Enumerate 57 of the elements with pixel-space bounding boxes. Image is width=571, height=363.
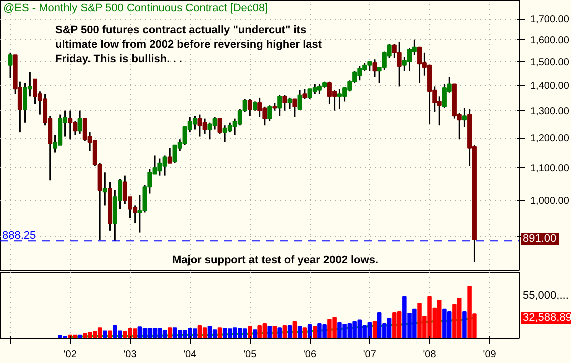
chart-title: @ES - Monthly S&P 500 Continuous Contract [Dec08]	[4, 2, 268, 14]
ref-line-label: 888.25	[2, 230, 36, 242]
annotation: Major support at test of year 2002 lows.	[172, 254, 379, 266]
bar	[168, 328, 172, 338]
y-tick-label: 1,400.00	[530, 80, 570, 92]
y-tick-label: 1,000.00	[530, 196, 570, 208]
bar	[372, 321, 378, 338]
candlestick	[253, 100, 258, 112]
bar	[108, 330, 112, 338]
candlestick	[298, 90, 302, 110]
y-tick-label: 1,300.00	[530, 106, 570, 118]
text: 891.00	[521, 232, 559, 244]
candlestick	[292, 98, 298, 118]
candlestick	[168, 148, 172, 164]
candlestick	[372, 58, 378, 78]
x-tick-label: '08	[423, 350, 437, 360]
bar	[292, 321, 298, 338]
y-tick-label: 1,200.00	[530, 134, 570, 145]
x-tick-label: '09	[483, 350, 497, 360]
y-tick-label: 1,700.00	[530, 14, 570, 26]
bar	[253, 330, 258, 338]
x-tick-label: '04	[184, 350, 198, 360]
text: 32,588,89	[521, 312, 571, 324]
annotation: S&P 500 futures contract actually "undercut" its ultimate low from 2002 before reversing higher last Friday. This is bullish. . .	[56, 24, 322, 66]
bar	[218, 328, 222, 338]
bar	[462, 311, 467, 338]
x-tick-label: '03	[124, 350, 138, 360]
x-tick-label: '05	[244, 350, 258, 360]
x-tick-label: '02	[64, 350, 78, 360]
bar	[302, 328, 308, 338]
y-tick-label: 1,600.00	[530, 35, 570, 46]
bar	[298, 326, 302, 338]
bar	[103, 330, 108, 338]
candlestick	[288, 97, 292, 110]
bar	[248, 326, 252, 338]
x-tick-label: '06	[304, 350, 317, 360]
candlestick	[248, 98, 252, 117]
text: 55,000,...	[522, 290, 570, 302]
candlestick	[282, 94, 288, 112]
bar	[278, 328, 282, 338]
bar	[268, 326, 272, 338]
bar	[272, 326, 278, 338]
bar	[308, 324, 312, 338]
bar	[288, 326, 292, 338]
candlestick	[462, 107, 467, 128]
candlestick	[102, 172, 108, 206]
candlestick	[278, 94, 282, 117]
bar	[312, 326, 318, 338]
candlestick	[8, 52, 13, 79]
x-tick-label: '07	[363, 350, 377, 360]
candlestick	[268, 104, 272, 122]
candlestick	[302, 88, 308, 100]
candlestick	[78, 110, 82, 135]
candlestick	[218, 118, 222, 135]
y-tick-label: 1,500.00	[530, 57, 570, 68]
y-tick-label: 1,100.00	[530, 163, 570, 174]
bar	[282, 326, 288, 338]
